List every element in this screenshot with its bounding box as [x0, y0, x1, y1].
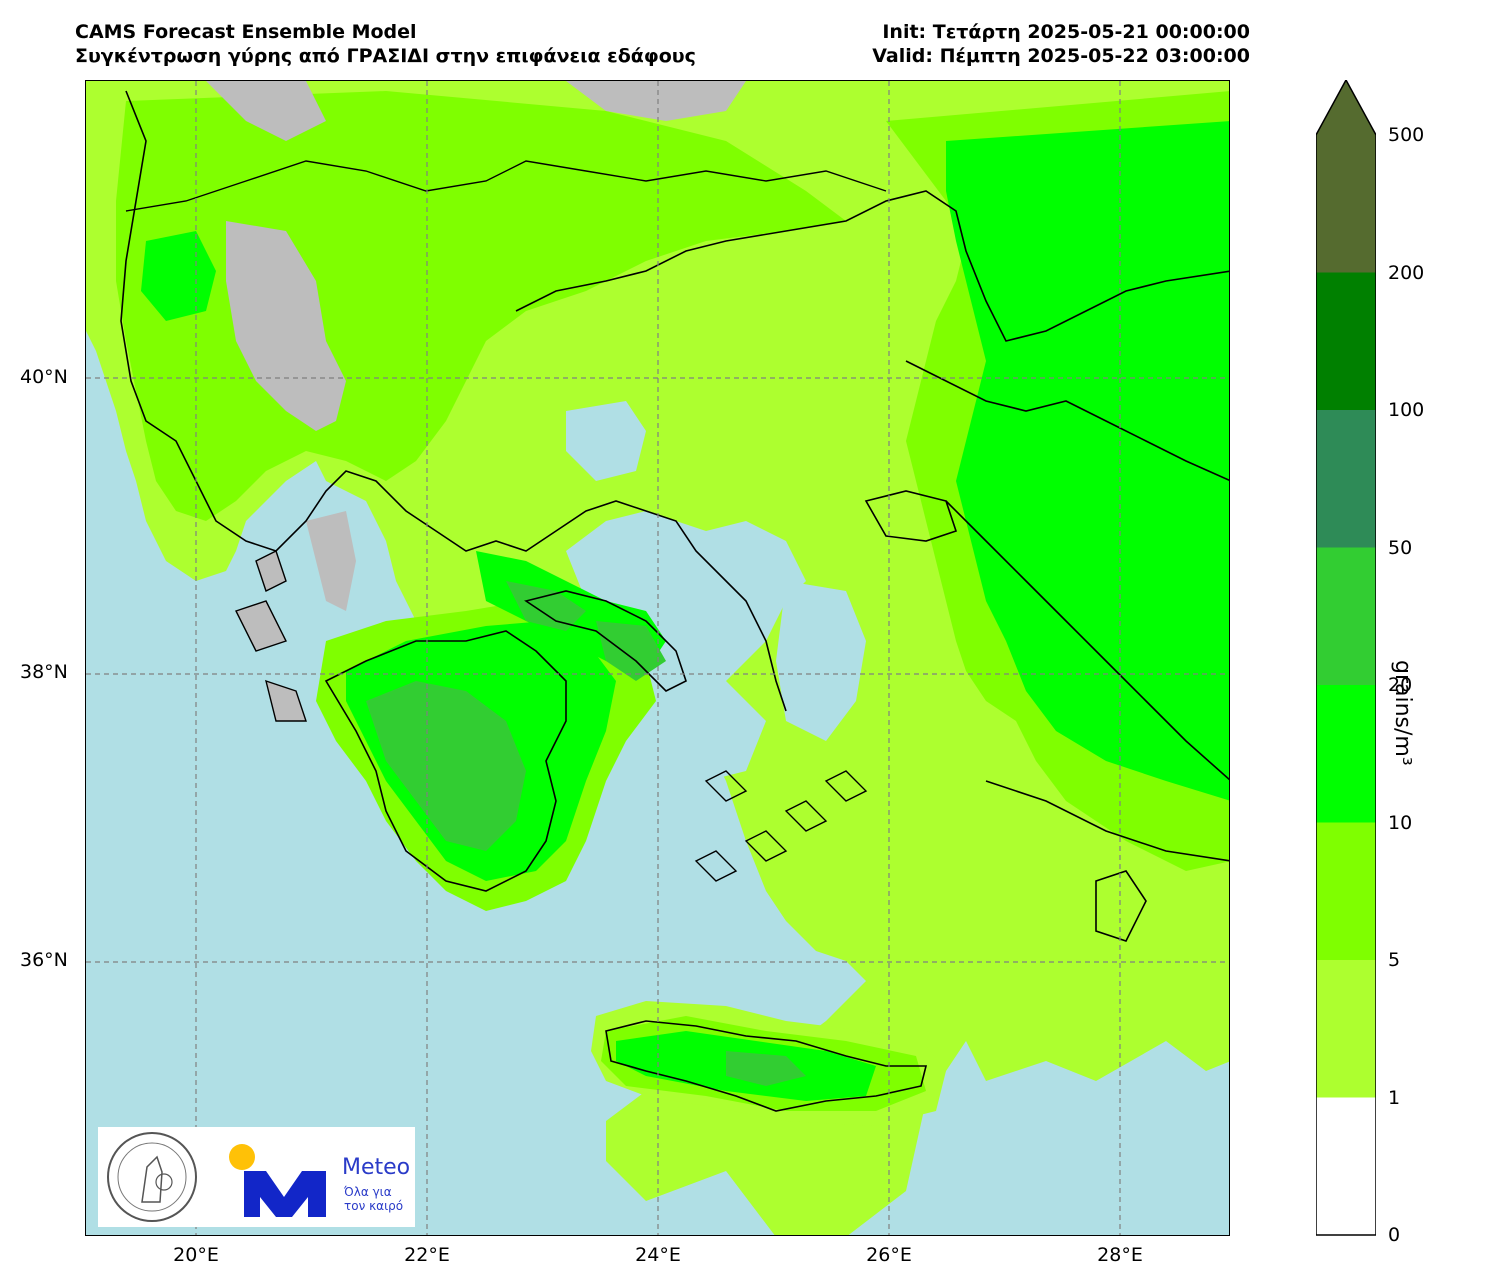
colorbar-swatch [1316, 1097, 1376, 1235]
coastline-cyclades [694, 770, 868, 882]
lon-label-24: 24°E [635, 1244, 681, 1266]
colorbar-swatches [1316, 80, 1376, 1235]
lat-label-36: 36°N [20, 949, 68, 971]
pollen-region-high-east [946, 121, 1229, 801]
lon-label-22: 22°E [404, 1244, 450, 1266]
coastline-border [125, 160, 887, 212]
lon-label-20: 20°E [173, 1244, 219, 1266]
meteo-name: Meteo [342, 1155, 411, 1180]
colorbar-swatch [1316, 822, 1376, 960]
chart-title: CAMS Forecast Ensemble Model Συγκέντρωση… [75, 20, 696, 68]
colorbar-tick-label: 50 [1388, 536, 1413, 559]
observatory-seal-icon [107, 1132, 197, 1222]
coastline-crete [605, 1020, 928, 1112]
colorbar-unit-label: grains/m³ [1390, 660, 1415, 766]
forecast-times: Init: Τετάρτη 2025-05-21 00:00:00 Valid:… [872, 20, 1250, 68]
lat-label-38: 38°N [20, 661, 68, 683]
coastline-rhodes [1095, 870, 1147, 942]
colorbar-tick-label: 200 [1388, 261, 1425, 284]
model-title: CAMS Forecast Ensemble Model [75, 21, 417, 43]
colorbar-tick-label: 20 [1388, 674, 1413, 696]
colorbar-swatch [1316, 960, 1376, 1098]
colorbar [1316, 80, 1376, 1236]
nodata-region-ionian [306, 511, 356, 611]
colorbar-tick-label: 10 [1388, 811, 1413, 834]
lat-label-40: 40°N [20, 366, 68, 388]
colorbar-tick-label: 100 [1388, 399, 1425, 421]
coastline-euboea [524, 590, 687, 692]
graticule [86, 81, 1229, 1235]
pollen-region-high-west [141, 231, 216, 321]
colorbar-swatch [1316, 685, 1376, 823]
sea-thermaic [566, 401, 646, 481]
colorbar-swatch [1316, 410, 1376, 548]
meteo-tagline: Όλα για τον καιρό [344, 1185, 403, 1213]
variable-subtitle: Συγκέντρωση γύρης από ΓΡΑΣΙΔΙ στην επιφά… [75, 45, 696, 67]
pollen-region-peak-attica [596, 621, 666, 681]
sea-aegean-central [776, 581, 866, 741]
colorbar-tick-label: 5 [1388, 949, 1401, 971]
pollen-region-peak-pelo [366, 681, 526, 851]
coastline-north [515, 190, 1229, 342]
coastline-turkey [905, 360, 1229, 862]
colorbar-swatch [1316, 272, 1376, 410]
colorbar-swatch [1316, 80, 1376, 273]
nodata-region-north [206, 81, 326, 141]
colorbar-outline [1316, 80, 1376, 1236]
lon-label-28: 28°E [1097, 1244, 1143, 1266]
colorbar-tick-label: 1 [1388, 1086, 1401, 1109]
lon-label-26: 26°E [866, 1244, 912, 1266]
coastline-ionian [235, 550, 307, 722]
pollen-map: Meteo Όλα για τον καιρό [85, 80, 1230, 1236]
colorbar-tick-label: 0 [1388, 1224, 1401, 1246]
pollen-region-peak-central [506, 581, 586, 631]
coastline-lesvos [864, 490, 958, 542]
meteo-tagline-line2: τον καιρό [344, 1199, 404, 1213]
sea-saronic [666, 681, 766, 781]
meteo-tagline-line1: Όλα για [344, 1185, 392, 1199]
pollen-region-peak-crete [726, 1051, 806, 1086]
map-canvas [86, 81, 1229, 1235]
colorbar-tick-label: 500 [1388, 124, 1425, 146]
coastline-peloponnese [324, 630, 567, 892]
meteo-logo-icon [229, 1144, 326, 1217]
valid-time: Valid: Πέμπτη 2025-05-22 03:00:00 [872, 45, 1250, 67]
coastline-mainland [120, 90, 787, 712]
logo-panel: Meteo Όλα για τον καιρό [98, 1127, 415, 1227]
nodata-region-northeast [566, 81, 746, 121]
colorbar-swatch [1316, 547, 1376, 685]
init-time: Init: Τετάρτη 2025-05-21 00:00:00 [882, 21, 1250, 43]
